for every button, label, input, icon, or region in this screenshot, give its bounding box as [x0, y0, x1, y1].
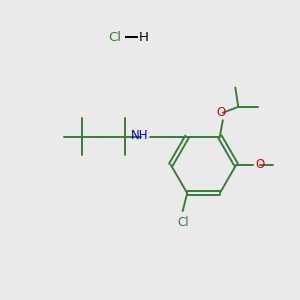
Text: O: O [255, 158, 264, 171]
Text: Cl: Cl [108, 31, 121, 44]
Text: O: O [217, 106, 226, 119]
Text: NH: NH [131, 129, 148, 142]
Text: Cl: Cl [177, 216, 188, 230]
Text: H: H [139, 31, 149, 44]
